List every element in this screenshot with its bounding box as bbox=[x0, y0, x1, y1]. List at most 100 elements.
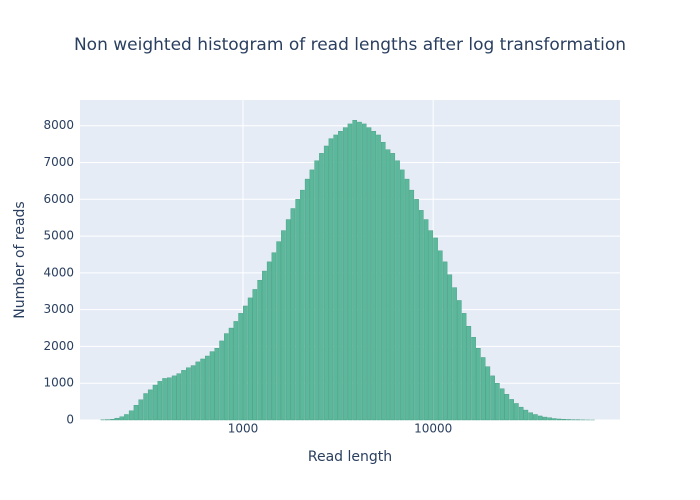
bar bbox=[342, 127, 348, 421]
bar bbox=[414, 199, 419, 421]
bar bbox=[181, 370, 186, 421]
bar bbox=[461, 313, 467, 421]
y-tick-label: 4000 bbox=[43, 265, 74, 279]
bar bbox=[476, 348, 481, 421]
bar bbox=[124, 414, 129, 421]
bar bbox=[338, 131, 343, 421]
bar bbox=[119, 416, 124, 421]
bar bbox=[485, 366, 491, 421]
bar bbox=[423, 219, 429, 421]
bar bbox=[257, 280, 262, 421]
bar bbox=[509, 399, 514, 421]
bar bbox=[285, 219, 291, 421]
bar bbox=[419, 210, 424, 421]
bar bbox=[290, 208, 296, 421]
bar bbox=[542, 416, 548, 421]
bar bbox=[243, 305, 248, 421]
bar bbox=[162, 378, 167, 421]
x-axis-title: Read length bbox=[308, 449, 392, 465]
bar bbox=[157, 381, 163, 421]
x-tick-label: 1000 bbox=[228, 422, 259, 436]
bar bbox=[171, 375, 177, 421]
bar bbox=[399, 169, 405, 421]
bar bbox=[390, 153, 396, 421]
bar bbox=[304, 178, 310, 421]
bar bbox=[561, 419, 567, 421]
y-tick-label: 1000 bbox=[43, 376, 74, 390]
bar bbox=[438, 250, 443, 421]
bar bbox=[518, 406, 524, 421]
bar bbox=[533, 414, 538, 421]
bar bbox=[523, 409, 529, 421]
bar bbox=[333, 134, 338, 421]
bar bbox=[314, 160, 319, 421]
bar bbox=[295, 199, 300, 421]
bar bbox=[319, 153, 324, 421]
bar bbox=[490, 375, 495, 421]
bar bbox=[281, 230, 286, 421]
bar bbox=[380, 142, 386, 421]
bar bbox=[466, 326, 472, 421]
bar bbox=[328, 138, 334, 421]
bar bbox=[300, 189, 305, 421]
bar bbox=[395, 160, 400, 421]
bar bbox=[352, 120, 358, 421]
bar bbox=[224, 333, 229, 421]
bar bbox=[209, 351, 215, 421]
bar bbox=[247, 297, 253, 421]
y-tick-label: 6000 bbox=[43, 192, 74, 206]
bar bbox=[238, 313, 243, 421]
bar bbox=[537, 415, 543, 421]
bar bbox=[433, 237, 438, 421]
bar bbox=[495, 383, 500, 421]
bar bbox=[504, 394, 510, 421]
x-tick-label: 10000 bbox=[414, 422, 452, 436]
bar bbox=[110, 419, 115, 421]
bar bbox=[447, 274, 453, 421]
bar bbox=[323, 145, 329, 421]
bar bbox=[138, 399, 144, 421]
bar bbox=[552, 418, 557, 421]
bar bbox=[409, 189, 415, 421]
bar bbox=[200, 358, 205, 421]
bar bbox=[233, 321, 239, 421]
bar bbox=[547, 417, 552, 421]
bar bbox=[147, 389, 153, 421]
y-tick-label: 0 bbox=[66, 413, 74, 427]
bar bbox=[190, 365, 196, 421]
bar bbox=[219, 340, 224, 421]
bar bbox=[133, 405, 139, 421]
bar bbox=[357, 121, 362, 421]
bar bbox=[152, 384, 158, 421]
bar bbox=[376, 134, 381, 421]
bar bbox=[457, 300, 462, 421]
bar bbox=[166, 377, 172, 421]
bar bbox=[428, 230, 434, 421]
bar bbox=[556, 418, 562, 421]
bar bbox=[114, 417, 120, 421]
bar bbox=[143, 393, 148, 421]
bar bbox=[361, 123, 367, 421]
bar bbox=[404, 178, 410, 421]
bar bbox=[228, 327, 234, 421]
y-tick-label: 2000 bbox=[43, 339, 74, 353]
bar bbox=[366, 127, 372, 421]
bar bbox=[176, 373, 182, 421]
y-tick-label: 3000 bbox=[43, 302, 74, 316]
y-tick-label: 7000 bbox=[43, 155, 74, 169]
bar bbox=[214, 348, 220, 421]
bar bbox=[252, 289, 258, 421]
bar bbox=[471, 337, 476, 421]
bar bbox=[452, 287, 457, 421]
y-tick-label: 5000 bbox=[43, 229, 74, 243]
bar bbox=[186, 367, 191, 421]
bar bbox=[480, 357, 486, 421]
bar bbox=[271, 252, 277, 421]
bar bbox=[499, 388, 505, 421]
bar bbox=[276, 241, 281, 421]
bar bbox=[128, 410, 134, 421]
y-tick-label: 8000 bbox=[43, 118, 74, 132]
bar bbox=[566, 419, 571, 421]
bar bbox=[266, 261, 272, 421]
y-axis-title: Number of reads bbox=[12, 201, 28, 318]
